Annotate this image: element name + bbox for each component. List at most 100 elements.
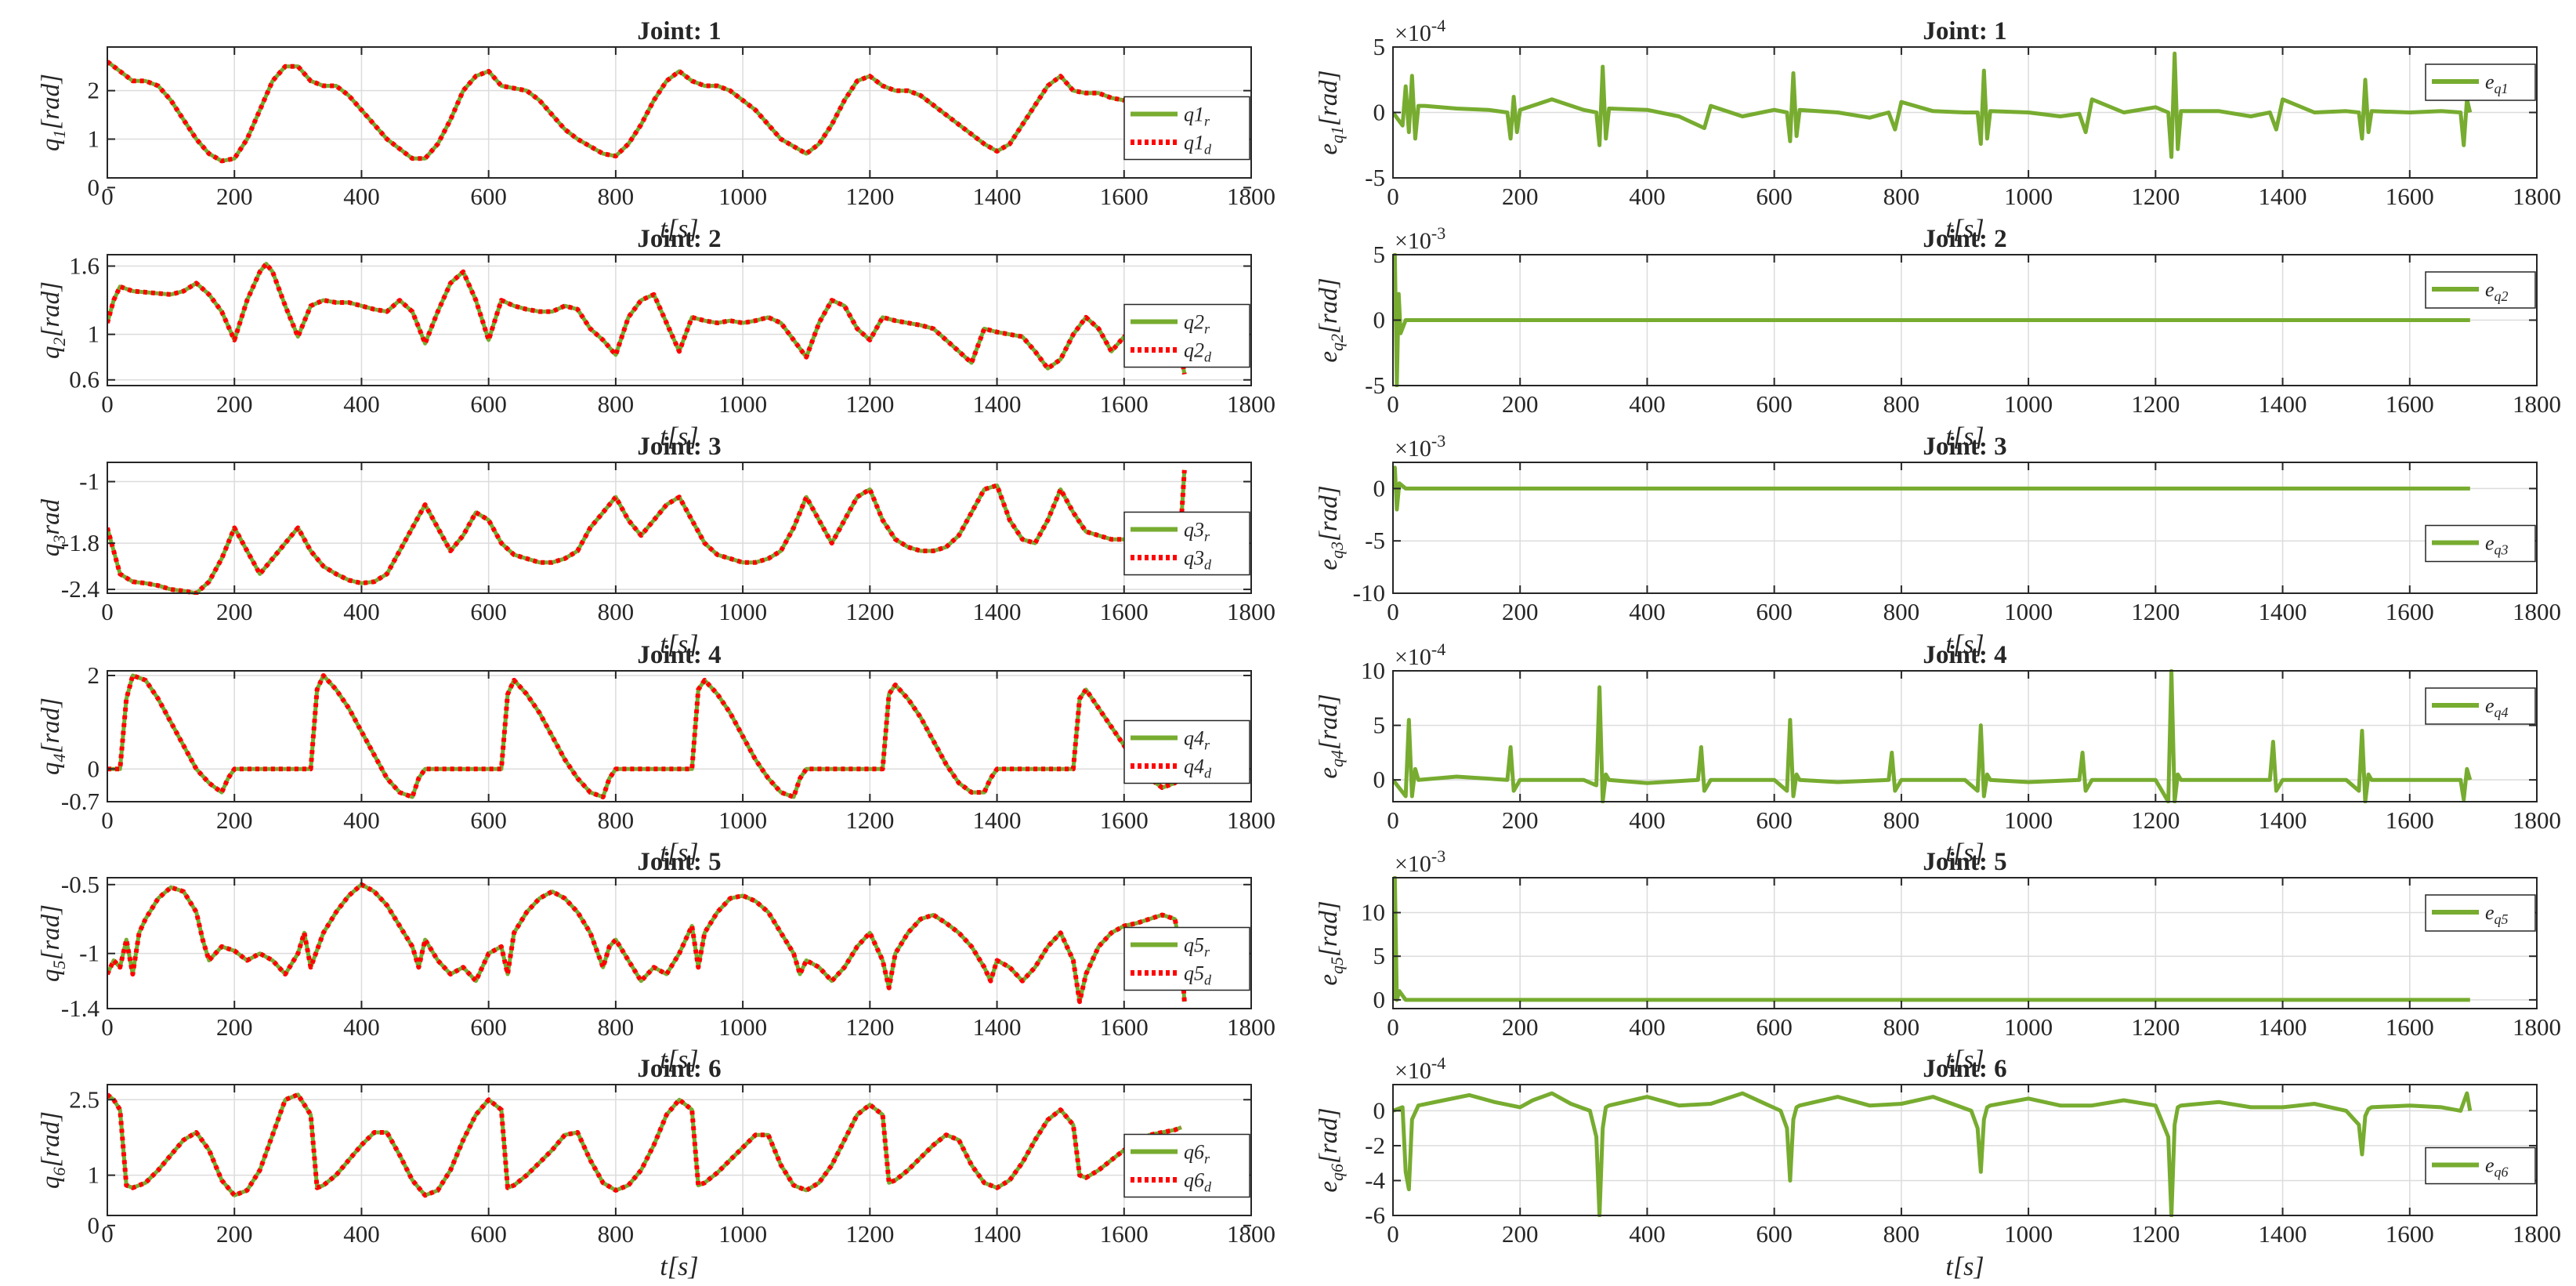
x-tick-label: 1600 <box>1100 183 1149 210</box>
series-line-q2_d <box>107 261 1187 375</box>
legend-label: eq6 <box>2485 1154 2509 1180</box>
x-axis-label: t[s] <box>1945 422 1984 451</box>
legend-label-main: q5 <box>1184 934 1204 957</box>
y-tick-label: 0 <box>1373 99 1386 126</box>
x-tick-label: 600 <box>470 1220 507 1248</box>
panel-e4: 0 200 400 600 800 1000 1200 1400 1600 1800 0 5 10 Joi… <box>1315 639 2561 868</box>
y-label-main: q <box>37 763 65 776</box>
y-label-sub: 4 <box>49 754 69 763</box>
plot-area <box>107 47 1251 178</box>
y-tick-label: -0.7 <box>61 788 99 815</box>
legend-label-main: e <box>2485 278 2495 301</box>
y-axis-label: q6[rad] <box>37 1111 69 1189</box>
x-tick-label: 1000 <box>2004 598 2053 625</box>
x-tick-label: 1400 <box>973 390 1022 418</box>
legend-label-sub: q2 <box>2495 288 2509 304</box>
axes-box <box>1392 670 2538 802</box>
x-tick-label: 200 <box>216 183 253 210</box>
x-tick-label: 1800 <box>2513 390 2561 418</box>
x-tick-label: 1000 <box>718 1220 767 1248</box>
x-tick-label: 1600 <box>2386 1013 2434 1041</box>
x-axis-label: t[s] <box>660 422 698 451</box>
y-tick-label: 5 <box>1373 712 1386 739</box>
axes-box <box>107 46 1252 179</box>
y-tick-label: 1 <box>88 125 100 153</box>
legend-label-sub: q1 <box>2495 81 2509 96</box>
x-tick-label: 1600 <box>2386 806 2434 834</box>
y-tick-label: -2 <box>1365 1132 1385 1159</box>
y-tick-label: 0 <box>1373 306 1386 334</box>
series-group <box>107 882 1187 1005</box>
legend-label: eq5 <box>2485 901 2509 927</box>
x-axis-label: t[s] <box>660 215 698 244</box>
axis-multiplier: ×10-3 <box>1395 223 1445 254</box>
y-tick-label: -5 <box>1365 371 1385 399</box>
panel-title: Joint: 1 <box>1923 17 2006 45</box>
x-tick-label: 1800 <box>1227 1013 1275 1041</box>
legend-label-main: e <box>2485 1154 2495 1177</box>
y-tick-label: 5 <box>1373 241 1386 268</box>
x-tick-label: 800 <box>598 183 635 210</box>
x-axis-label: t[s] <box>1945 839 1984 868</box>
y-axis-label: eq6[rad] <box>1315 1107 1347 1192</box>
y-tick-label: 2.5 <box>69 1085 99 1113</box>
x-tick-label: 400 <box>343 390 380 418</box>
x-tick-label: 800 <box>1883 1220 1920 1248</box>
legend-label: q2r <box>1184 311 1210 337</box>
y-label-main: e <box>1315 767 1343 779</box>
panel-title: Joint: 3 <box>637 433 721 461</box>
series-line-e_q2 <box>1393 253 2470 387</box>
axis-multiplier: ×10-4 <box>1395 1053 1445 1084</box>
legend-label-main: q6 <box>1184 1169 1204 1192</box>
x-tick-label: 1600 <box>1100 598 1149 625</box>
y-label-sub: 5 <box>49 961 69 969</box>
y-label-sub: q5 <box>1327 957 1347 974</box>
x-tick-label: 1200 <box>2131 1220 2180 1248</box>
legend-box <box>1123 1133 1250 1198</box>
y-axis-label: eq3[rad] <box>1315 485 1347 570</box>
y-label-sub: q2 <box>1327 334 1347 351</box>
axes-box <box>1392 462 2538 594</box>
axes-box <box>107 877 1252 1009</box>
x-tick-label: 0 <box>101 390 114 418</box>
y-label-main: q <box>37 139 65 152</box>
panel-title: Joint: 4 <box>637 641 721 669</box>
x-tick-label: 0 <box>1387 1013 1399 1041</box>
legend-label: q5r <box>1184 934 1210 960</box>
panel-e6: 0 200 400 600 800 1000 1200 1400 1600 1800 -6 -4 -2 0… <box>1315 1053 2561 1281</box>
x-tick-label: 0 <box>101 1220 114 1248</box>
x-tick-label: 1400 <box>2259 1013 2307 1041</box>
legend-label-main: e <box>2485 71 2495 93</box>
legend-label: eq4 <box>2485 694 2509 720</box>
series-line-q4_d <box>107 673 1184 799</box>
series-group <box>107 673 1184 799</box>
x-tick-label: 1200 <box>2131 598 2180 625</box>
x-tick-label: 600 <box>470 390 507 418</box>
x-tick-label: 1600 <box>2386 598 2434 625</box>
x-tick-label: 200 <box>216 1220 253 1248</box>
series-group <box>1393 253 2470 387</box>
x-tick-label: 0 <box>1387 598 1399 625</box>
x-tick-label: 1000 <box>2004 183 2053 210</box>
legend-label: eq1 <box>2485 71 2509 96</box>
y-label-main: e <box>1315 351 1343 363</box>
x-tick-label: 800 <box>598 806 635 834</box>
y-tick-label: 1 <box>88 1161 100 1189</box>
y-label-sub: 1 <box>49 130 69 139</box>
legend-label: q3r <box>1184 519 1210 545</box>
x-tick-label: 1200 <box>845 1013 894 1041</box>
x-tick-label: 1800 <box>2513 183 2561 210</box>
multiplier-base: ×10 <box>1395 851 1431 877</box>
multiplier-exponent: -4 <box>1431 1053 1445 1073</box>
x-tick-label: 600 <box>1756 390 1793 418</box>
y-tick-label: -2.4 <box>61 575 100 603</box>
x-axis-label: t[s] <box>1945 215 1984 244</box>
y-tick-label: -1 <box>79 940 99 967</box>
series-line-e_q5 <box>1393 876 2470 1002</box>
x-tick-label: 800 <box>1883 390 1920 418</box>
multiplier-exponent: -4 <box>1431 16 1445 35</box>
legend-label-sub: r <box>1204 737 1210 753</box>
y-tick-label: 10 <box>1361 657 1385 684</box>
x-tick-label: 1000 <box>2004 390 2053 418</box>
